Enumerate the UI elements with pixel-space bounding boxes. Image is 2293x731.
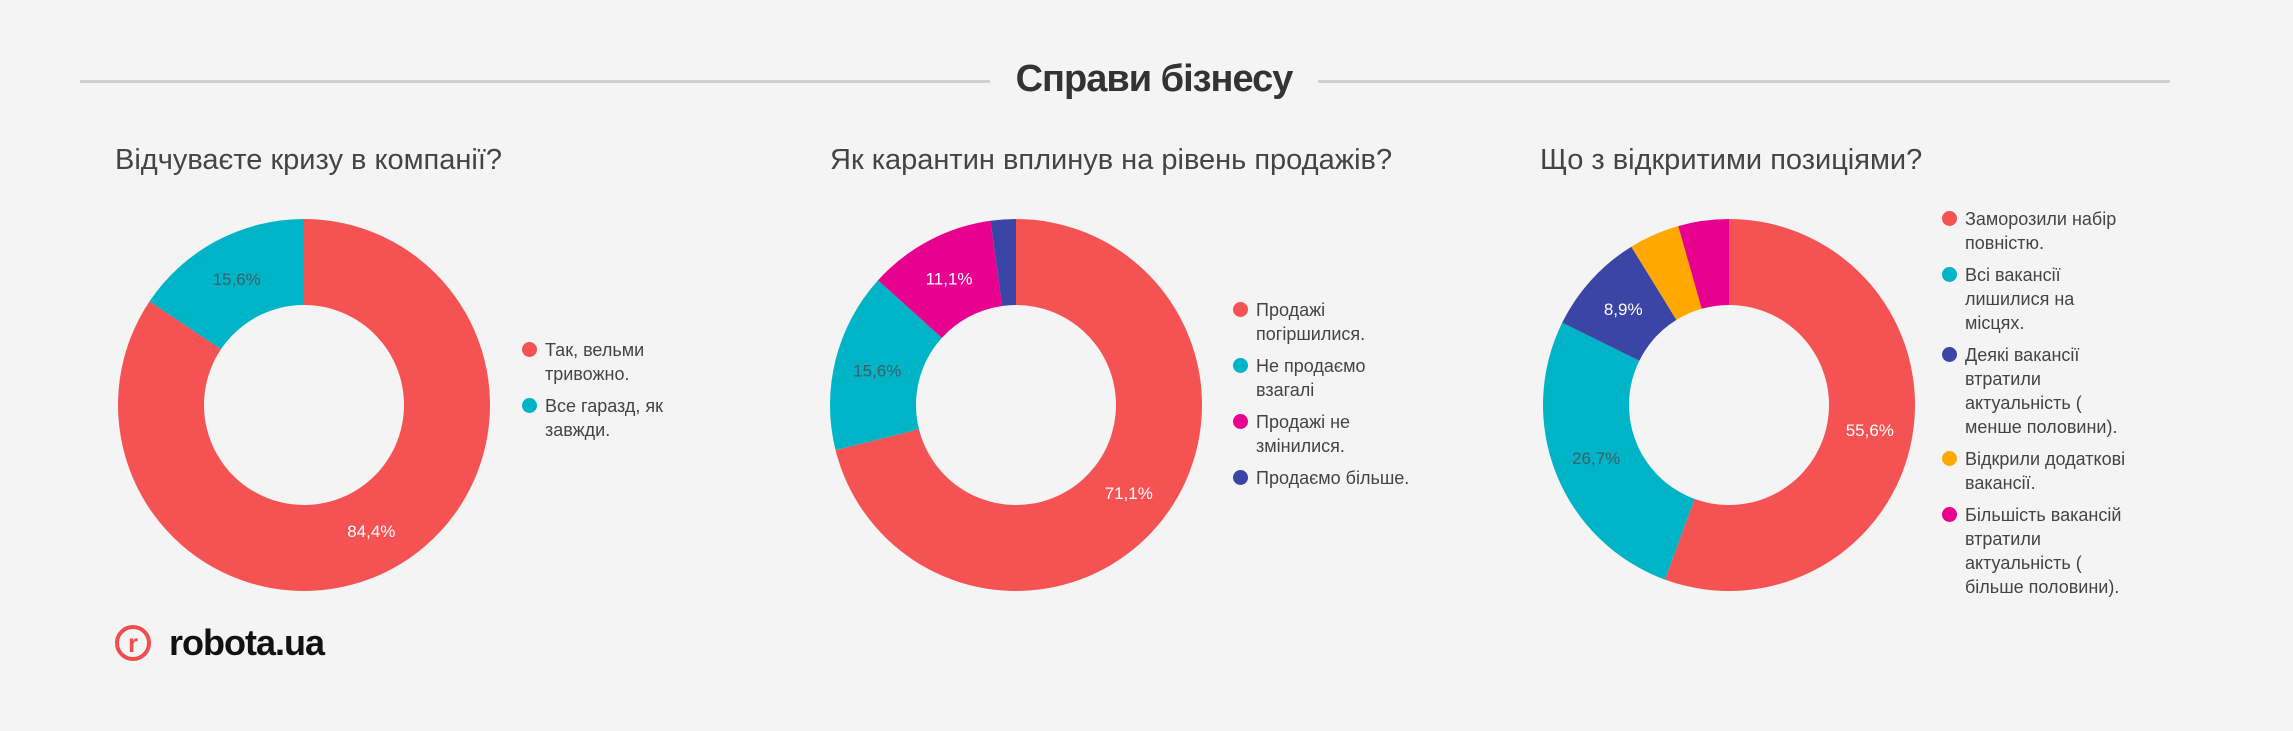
data-label: 55,6%: [1846, 421, 1894, 440]
donut-slice: [1678, 219, 1729, 309]
legend-item: Заморозили набір повністю.: [1942, 207, 2132, 255]
donut-slice: [990, 219, 1016, 306]
data-label: 71,1%: [1105, 484, 1153, 503]
legend-dot-icon: [1942, 267, 1957, 282]
donut-slice: [1631, 226, 1702, 320]
data-label: 15,6%: [213, 270, 261, 289]
robota-logo: r robota.ua: [115, 622, 325, 664]
legend-label: Деякі вакансії втратили актуальність ( м…: [1965, 345, 2118, 437]
data-label: 15,6%: [853, 361, 901, 380]
donut-slice: [117, 219, 491, 591]
legend-item: Продажі погіршилися.: [1233, 298, 1423, 346]
donut-slice: [829, 280, 942, 451]
legend-item: Продаємо більше.: [1233, 466, 1423, 490]
legend-label: Продажі не змінилися.: [1256, 412, 1351, 456]
legend-label: Більшість вакансій втратили актуальність…: [1965, 505, 2122, 597]
chart-title-sales: Як карантин вплинув на рівень продажів?: [830, 144, 1393, 176]
legend-dot-icon: [1233, 470, 1248, 485]
legend-item: Всі вакансії лишилися на місцях.: [1942, 263, 2132, 335]
donut-slice: [878, 220, 1003, 338]
legend-label: Так, вельми тривожно.: [545, 340, 645, 384]
chart-title-positions: Що з відкритими позиціями?: [1540, 144, 1923, 176]
data-label: 26,7%: [1572, 449, 1620, 468]
legend-dot-icon: [1233, 358, 1248, 373]
legend-label: Заморозили набір повністю.: [1965, 209, 2117, 253]
legend-label: Відкрили додаткові вакансії.: [1965, 449, 2126, 493]
title-rule-right: [1318, 80, 2170, 83]
legend-dot-icon: [1942, 347, 1957, 362]
legend-item: Так, вельми тривожно.: [522, 338, 712, 386]
data-label: 84,4%: [347, 522, 395, 541]
donut-slice: [149, 219, 304, 350]
legend-dot-icon: [1233, 414, 1248, 429]
donut-slice: [1664, 219, 1915, 591]
logo-mark-icon: r: [115, 625, 151, 661]
legend-item: Більшість вакансій втратили актуальність…: [1942, 503, 2132, 599]
legend-crisis: Так, вельми тривожно. Все гаразд, як завж…: [522, 338, 712, 450]
page-title: Справи бізнесу: [1015, 58, 1294, 100]
legend-label: Всі вакансії лишилися на місцях.: [1965, 265, 2075, 333]
legend-item: Все гаразд, як завжди.: [522, 394, 712, 442]
legend-dot-icon: [522, 398, 537, 413]
legend-item: Не продаємо взагалі: [1233, 354, 1423, 402]
legend-label: Продажі погіршилися.: [1256, 300, 1366, 344]
legend-item: Відкрили додаткові вакансії.: [1942, 447, 2132, 495]
legend-label: Все гаразд, як завжди.: [545, 396, 664, 440]
legend-sales: Продажі погіршилися. Не продаємо взагалі П…: [1233, 298, 1423, 498]
legend-label: Продаємо більше.: [1256, 468, 1410, 488]
legend-dot-icon: [1233, 302, 1248, 317]
legend-label: Не продаємо взагалі: [1256, 356, 1366, 400]
legend-item: Деякі вакансії втратили актуальність ( м…: [1942, 343, 2132, 439]
logo-text: robota.ua: [169, 622, 325, 663]
donut-slice: [1562, 246, 1677, 361]
title-rule-left: [80, 80, 990, 83]
legend-dot-icon: [522, 342, 537, 357]
legend-positions: Заморозили набір повністю. Всі вакансії л…: [1942, 207, 2132, 607]
chart-title-crisis: Відчуваєте кризу в компанії?: [115, 144, 503, 176]
legend-item: Продажі не змінилися.: [1233, 410, 1423, 458]
legend-dot-icon: [1942, 507, 1957, 522]
legend-dot-icon: [1942, 211, 1957, 226]
data-label: 8,9%: [1604, 300, 1643, 319]
legend-dot-icon: [1942, 451, 1957, 466]
data-label: 11,1%: [926, 270, 973, 289]
donut-slice: [1542, 322, 1695, 580]
donut-slice: [835, 219, 1202, 592]
